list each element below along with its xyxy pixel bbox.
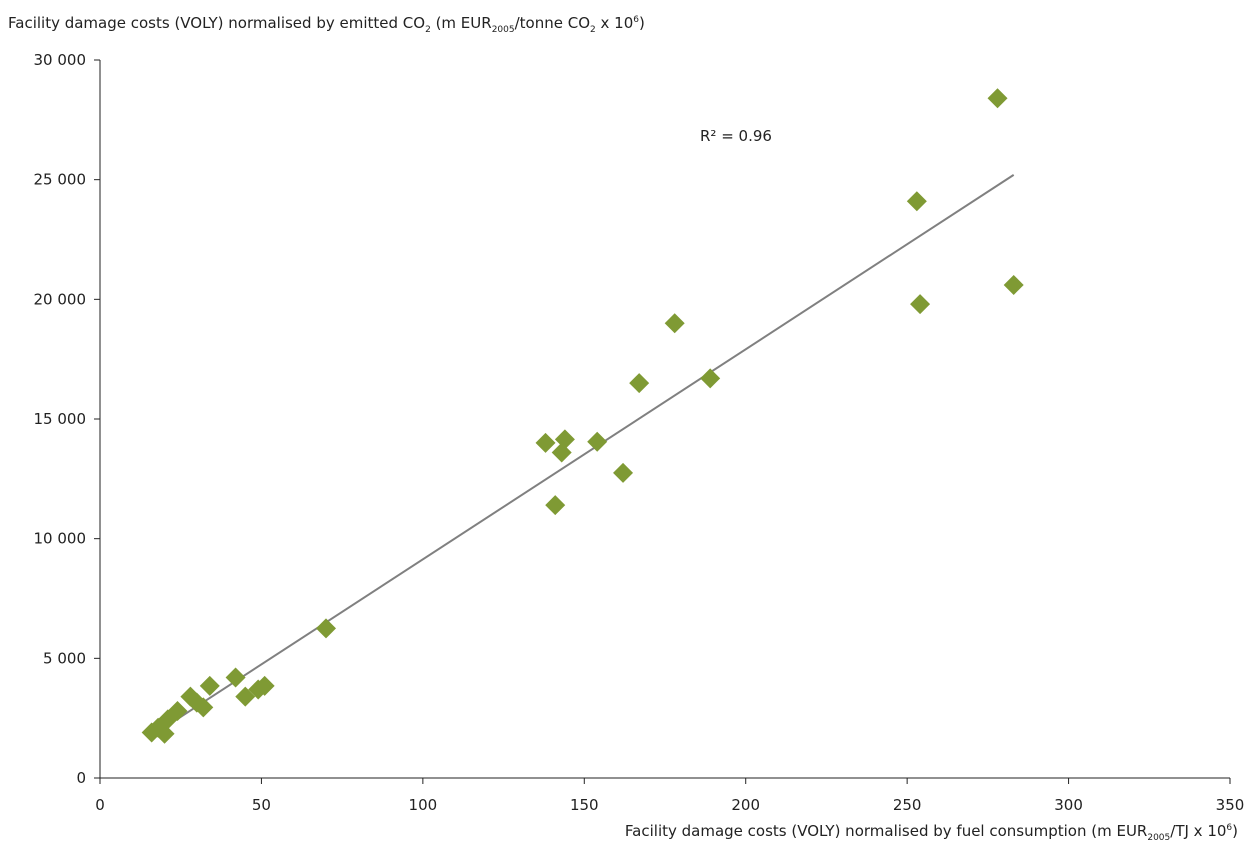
data-point [154, 723, 175, 744]
y-tick-label: 15 000 [34, 410, 87, 428]
data-point [254, 675, 275, 696]
data-point [587, 431, 608, 452]
y-axis-title: Facility damage costs (VOLY) normalised … [8, 14, 645, 35]
x-tick-label: 100 [409, 796, 438, 814]
x-tick-label: 350 [1216, 796, 1245, 814]
trendline [154, 174, 1015, 735]
trendline-group [154, 174, 1015, 735]
data-point [225, 667, 246, 688]
axes: 0 5 000 10 000 15 000 20 000 25 000 30 000 0 50 1… [34, 51, 1245, 814]
data-point [1003, 274, 1024, 295]
data-point [629, 373, 650, 394]
data-point [545, 495, 566, 516]
x-tick-label: 250 [893, 796, 922, 814]
data-point [199, 675, 220, 696]
data-point [906, 191, 927, 212]
y-tick-label: 0 [76, 769, 86, 787]
x-axis-title: Facility damage costs (VOLY) normalised … [624, 822, 1238, 843]
data-point [987, 88, 1008, 109]
data-point [235, 686, 256, 707]
x-tick-label: 200 [731, 796, 760, 814]
y-tick-label: 25 000 [34, 171, 87, 189]
data-points [141, 88, 1024, 744]
data-point [664, 313, 685, 334]
r-squared-label: R² = 0.96 [700, 127, 772, 145]
data-point [316, 618, 336, 639]
data-point [167, 700, 188, 721]
data-point [535, 432, 556, 453]
y-tick-label: 30 000 [34, 51, 87, 69]
y-tick-label: 20 000 [34, 290, 87, 308]
x-tick-label: 50 [252, 796, 271, 814]
x-tick-label: 0 [95, 796, 105, 814]
x-tick-label: 300 [1054, 796, 1083, 814]
data-point [910, 294, 931, 315]
data-point [193, 697, 214, 718]
y-tick-label: 5 000 [43, 649, 86, 667]
x-tick-label: 150 [570, 796, 599, 814]
y-tick-label: 10 000 [34, 530, 87, 548]
data-point [554, 429, 575, 450]
data-point [700, 368, 721, 389]
data-point [613, 462, 634, 483]
